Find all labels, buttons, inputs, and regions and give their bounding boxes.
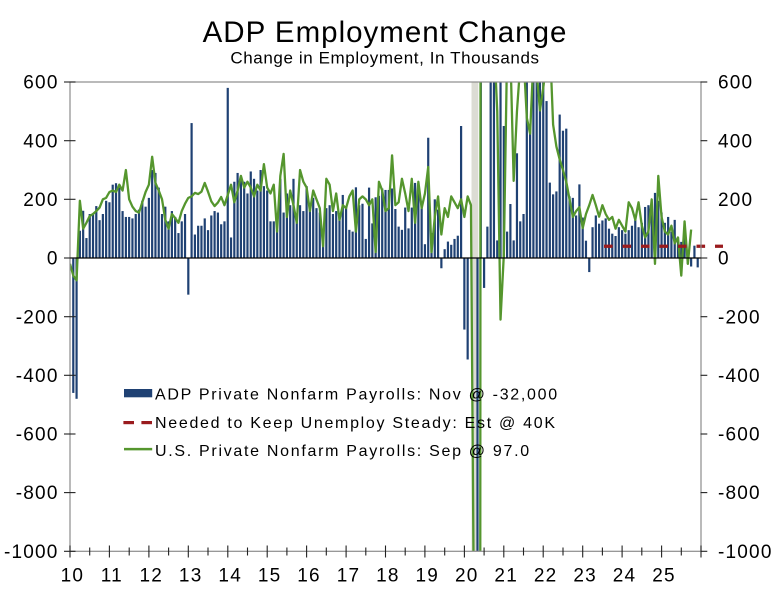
svg-text:-1000: -1000 bbox=[4, 542, 59, 563]
svg-text:21: 21 bbox=[494, 565, 518, 586]
svg-text:23: 23 bbox=[573, 565, 597, 586]
svg-text:-1000: -1000 bbox=[718, 542, 772, 563]
svg-text:600: 600 bbox=[23, 73, 58, 94]
svg-text:14: 14 bbox=[218, 565, 242, 586]
svg-text:ADP Private Nonfarm Payrolls:: ADP Private Nonfarm Payrolls: Nov @ -32,… bbox=[155, 387, 559, 404]
svg-text:-800: -800 bbox=[718, 483, 761, 504]
svg-text:-200: -200 bbox=[16, 307, 59, 328]
svg-text:-600: -600 bbox=[718, 425, 761, 446]
svg-text:17: 17 bbox=[337, 565, 361, 586]
svg-text:20: 20 bbox=[455, 565, 479, 586]
svg-text:18: 18 bbox=[376, 565, 400, 586]
svg-text:-400: -400 bbox=[718, 366, 761, 387]
svg-text:10: 10 bbox=[61, 565, 85, 586]
svg-text:200: 200 bbox=[718, 190, 753, 211]
svg-text:19: 19 bbox=[416, 565, 440, 586]
svg-text:22: 22 bbox=[534, 565, 558, 586]
svg-text:11: 11 bbox=[101, 565, 123, 586]
svg-text:13: 13 bbox=[179, 565, 203, 586]
svg-text:400: 400 bbox=[23, 131, 58, 152]
svg-text:-800: -800 bbox=[16, 483, 59, 504]
svg-text:200: 200 bbox=[23, 190, 58, 211]
svg-text:24: 24 bbox=[613, 565, 637, 586]
svg-text:Needed to Keep Unemploy Steady: Needed to Keep Unemploy Steady: Est @ 40… bbox=[155, 415, 557, 432]
svg-text:0: 0 bbox=[718, 249, 730, 270]
svg-text:ADP Employment Change: ADP Employment Change bbox=[203, 16, 568, 49]
svg-text:600: 600 bbox=[718, 73, 753, 94]
svg-text:U.S. Private Nonfarm Payrolls:: U.S. Private Nonfarm Payrolls: Sep @ 97.… bbox=[155, 443, 531, 460]
svg-text:Change in Employment, In Thous: Change in Employment, In Thousands bbox=[230, 49, 539, 68]
svg-text:25: 25 bbox=[652, 565, 676, 586]
svg-text:-200: -200 bbox=[718, 307, 761, 328]
svg-text:400: 400 bbox=[718, 131, 753, 152]
svg-text:-400: -400 bbox=[16, 366, 59, 387]
svg-text:16: 16 bbox=[297, 565, 321, 586]
svg-text:0: 0 bbox=[47, 249, 59, 270]
svg-text:-600: -600 bbox=[16, 425, 59, 446]
svg-text:12: 12 bbox=[140, 565, 164, 586]
svg-text:15: 15 bbox=[258, 565, 282, 586]
